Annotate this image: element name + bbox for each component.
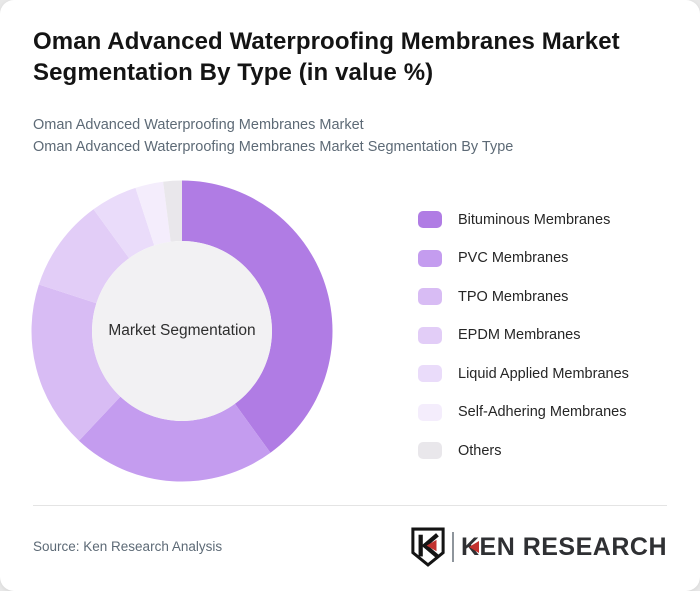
legend-label: Self-Adhering Membranes — [458, 404, 627, 420]
pie-slice-4[interactable] — [38, 209, 130, 304]
legend-label: Bituminous Membranes — [458, 211, 611, 228]
legend-swatch — [418, 442, 442, 459]
pie-slice-2[interactable] — [78, 396, 271, 482]
legend-item[interactable]: PVC Membranes — [418, 249, 629, 267]
logo-red-triangle-icon — [468, 541, 479, 553]
subtitle-line-1: Oman Advanced Waterproofing Membranes Ma… — [33, 117, 364, 133]
legend: Bituminous Membranes PVC Membranes TPO Mem… — [418, 211, 629, 459]
legend-label: Others — [458, 442, 502, 459]
chart-title: Oman Advanced Waterproofing Membranes Ma… — [33, 28, 620, 86]
ken-research-logo: KEN RESEARCH — [411, 527, 667, 567]
legend-label: PVC Membranes — [458, 250, 569, 266]
legend-label: Liquid Applied Membranes — [458, 365, 629, 382]
legend-item[interactable]: TPO Membranes — [418, 288, 629, 305]
legend-swatch — [418, 211, 442, 228]
logo-wordmark: KEN RESEARCH — [461, 527, 667, 567]
pie-slice-1[interactable] — [182, 180, 333, 453]
legend-swatch — [418, 365, 442, 382]
donut-hole — [92, 241, 272, 421]
legend-label: EPDM Membranes — [458, 327, 581, 343]
footer-divider — [33, 505, 667, 506]
legend-swatch — [418, 249, 442, 267]
legend-item[interactable]: Self-Adhering Membranes — [418, 403, 629, 421]
legend-item[interactable]: Bituminous Membranes — [418, 211, 629, 228]
legend-item[interactable]: EPDM Membranes — [418, 326, 629, 344]
ken-research-shield-icon — [411, 527, 445, 567]
chart-subtitle: Oman Advanced Waterproofing Membranes Ma… — [33, 114, 673, 158]
legend-swatch — [418, 288, 442, 305]
legend-item[interactable]: Liquid Applied Membranes — [418, 365, 629, 382]
logo-text: KEN RESEARCH — [460, 533, 667, 561]
subtitle-line-2: Oman Advanced Waterproofing Membranes Ma… — [33, 139, 514, 155]
legend-item[interactable]: Others — [418, 442, 629, 459]
donut-chart — [31, 180, 333, 482]
pie-slice-5[interactable] — [93, 187, 155, 259]
donut-chart-area — [31, 180, 333, 482]
legend-label: TPO Membranes — [458, 288, 569, 305]
pie-slice-7[interactable] — [163, 180, 182, 242]
pie-slice-3[interactable] — [31, 284, 121, 441]
legend-swatch — [418, 403, 442, 421]
source-text: Source: Ken Research Analysis — [33, 539, 223, 554]
logo-separator — [451, 532, 454, 562]
legend-swatch — [418, 326, 442, 344]
pie-slice-6[interactable] — [135, 181, 171, 246]
